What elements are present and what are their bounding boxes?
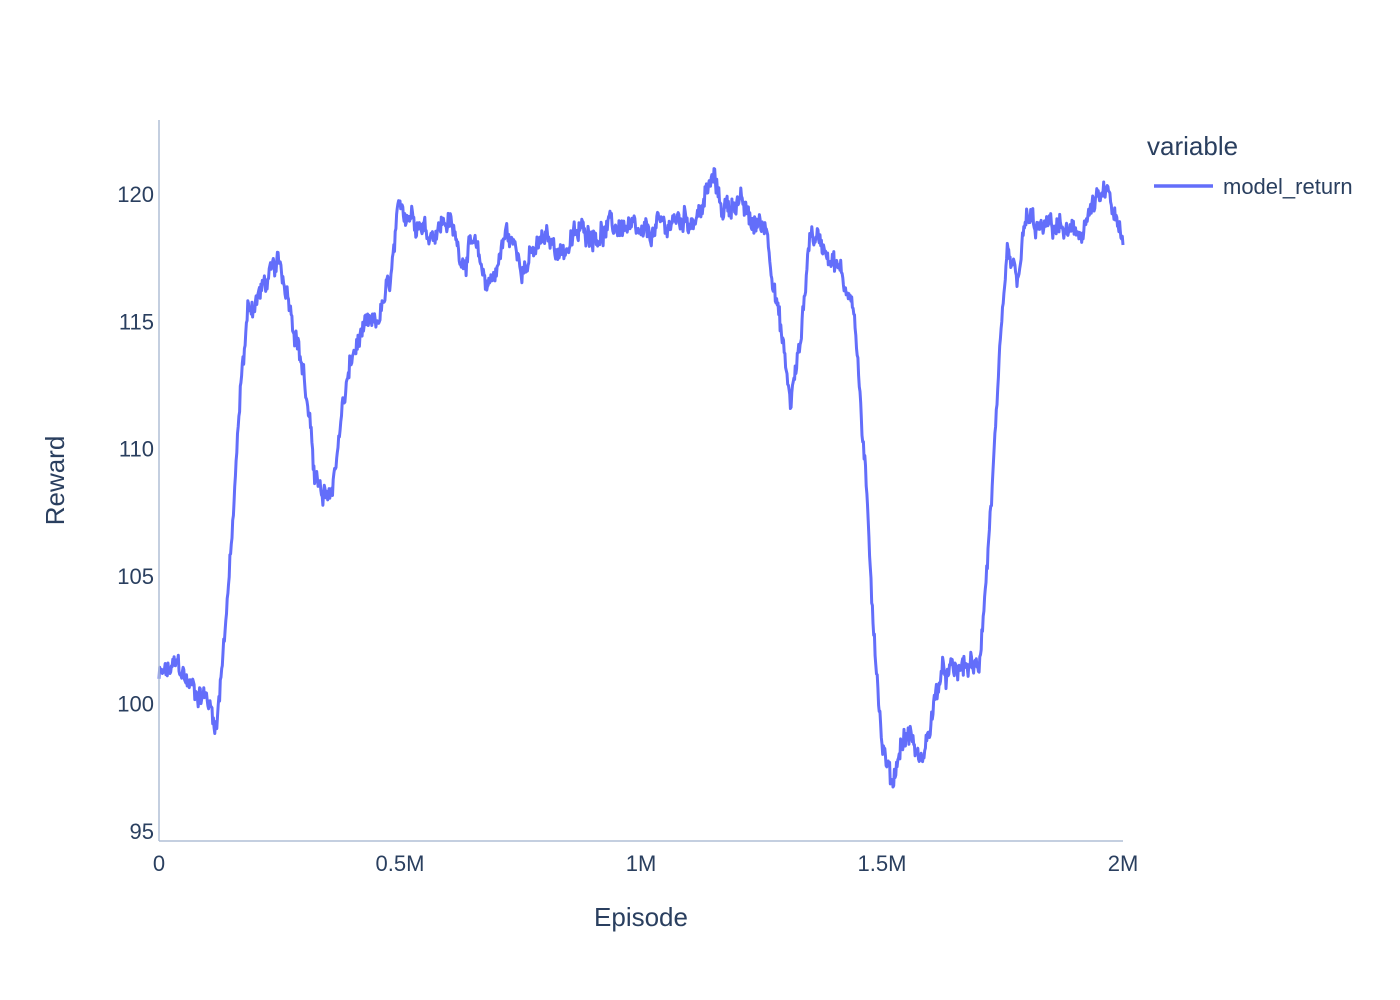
y-tick-label: 105 (117, 564, 154, 589)
y-tick-label: 120 (117, 182, 154, 207)
legend-item-label[interactable]: model_return (1223, 174, 1353, 199)
x-axis-ticks: 0 0.5M 1M 1.5M 2M (153, 851, 1138, 876)
legend-title: variable (1147, 131, 1238, 161)
x-tick-label: 1.5M (858, 851, 907, 876)
y-tick-label: 115 (119, 309, 154, 334)
legend[interactable]: variable model_return (1147, 131, 1353, 199)
y-axis-title: Reward (40, 436, 70, 526)
y-tick-label: 95 (130, 819, 154, 844)
x-tick-label: 0.5M (376, 851, 425, 876)
series-line-model_return[interactable] (157, 167, 1125, 789)
y-tick-label: 100 (117, 691, 154, 716)
x-tick-label: 2M (1108, 851, 1139, 876)
series-group (157, 167, 1125, 789)
y-tick-label: 110 (119, 437, 154, 462)
x-axis-title: Episode (594, 902, 688, 932)
y-axis-ticks: 95 100 105 110 115 120 (117, 182, 154, 844)
x-tick-label: 1M (626, 851, 657, 876)
x-tick-label: 0 (153, 851, 165, 876)
